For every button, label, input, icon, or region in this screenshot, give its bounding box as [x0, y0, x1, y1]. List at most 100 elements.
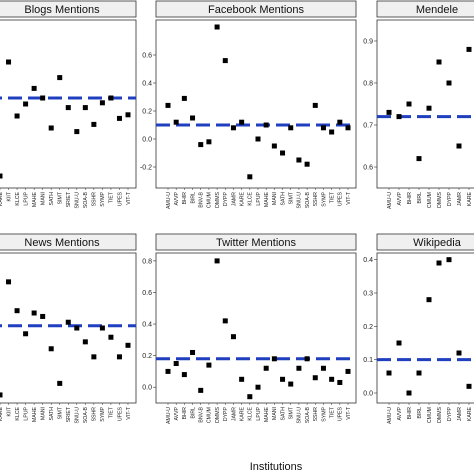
- strip-header: [155, 0, 357, 18]
- x-tick-label: SYMP: [321, 406, 327, 421]
- x-tick-label: BIRL: [190, 407, 196, 419]
- x-axis-label: Institutions: [250, 461, 303, 473]
- x-tick-label: DMMS: [215, 406, 221, 422]
- x-tick-label: MAHE: [264, 191, 270, 207]
- y-tick-label: 0.9: [363, 39, 373, 46]
- data-point-bhir: [406, 101, 412, 107]
- data-point-mani: [271, 356, 277, 362]
- data-point-sriet: [65, 105, 71, 111]
- data-point-dypp: [222, 58, 228, 64]
- x-tick-label: KARE: [467, 406, 473, 421]
- data-point-avvp: [173, 361, 179, 367]
- data-point-tiet: [329, 376, 335, 382]
- data-point-mahe: [263, 122, 269, 128]
- x-tick-label: BHIR: [182, 407, 188, 420]
- plot-frame: [376, 19, 474, 189]
- x-tick-label: KARE: [239, 406, 245, 421]
- x-tick-label: MAHE: [32, 191, 38, 207]
- data-point-dypp: [446, 257, 452, 263]
- x-tick-label: LPUP: [256, 406, 262, 420]
- x-tick-label: AMU-U: [387, 192, 393, 209]
- data-point-symp: [320, 125, 326, 131]
- data-point-snu-u: [74, 325, 80, 331]
- x-tick-label: CMUM: [427, 407, 433, 423]
- x-tick-label: SYMP: [100, 191, 106, 206]
- data-point-birl: [416, 370, 422, 376]
- x-tick-label: DMMS: [215, 191, 221, 207]
- panel-title: Mendele: [416, 4, 458, 16]
- x-tick-label: TIET: [329, 191, 335, 203]
- strip-header: [0, 233, 137, 251]
- panel-title: Wikipedia: [413, 237, 462, 249]
- x-tick-label: SOA-B: [305, 191, 311, 208]
- data-point-bhir: [181, 95, 187, 101]
- x-tick-label: BHIR: [182, 192, 188, 205]
- x-tick-label: DMMS: [437, 191, 443, 207]
- data-point-klce: [14, 113, 20, 119]
- y-tick-label: 0.0: [363, 391, 373, 398]
- data-point-upes: [337, 379, 343, 385]
- x-tick-label: TIET: [109, 191, 115, 203]
- strip-header: [155, 233, 357, 251]
- x-tick-label: SOA-B: [83, 191, 89, 208]
- data-point-klce: [247, 174, 253, 180]
- x-tick-label: JAMR: [231, 407, 237, 421]
- x-tick-label: SNU-U: [297, 407, 303, 424]
- x-tick-label: DMMS: [437, 406, 443, 422]
- x-tick-label: BHIR: [407, 407, 413, 420]
- y-tick-label: 0.4: [142, 322, 152, 329]
- panel-blogs-mentions: Blogs Mentions KARE KIIT KLCE LPUP MAHE MANI SA…: [0, 0, 137, 209]
- data-point-cmum: [206, 139, 212, 145]
- data-point-sshr: [312, 375, 318, 381]
- x-tick-label: BIRL: [417, 192, 423, 204]
- plot-frame: [0, 19, 137, 189]
- plot-frame: [155, 19, 357, 189]
- data-point-dypp: [446, 80, 452, 86]
- data-point-dmms: [214, 24, 220, 30]
- x-tick-label: SNU-U: [75, 192, 81, 209]
- x-tick-label: BIRL: [190, 192, 196, 204]
- data-point-mahe: [263, 365, 269, 371]
- data-point-vit-t: [125, 112, 131, 118]
- y-tick-label: 0.6: [363, 165, 373, 172]
- data-point-jamr: [456, 350, 462, 356]
- data-point-soa-b: [82, 105, 88, 111]
- x-tick-label: JAMR: [457, 407, 463, 421]
- data-point-lpup: [23, 101, 29, 107]
- data-point-kare: [239, 376, 245, 382]
- x-tick-label: UPES: [338, 191, 344, 206]
- data-point-mani: [40, 95, 46, 101]
- x-tick-label: MAHE: [32, 406, 38, 422]
- x-tick-label: AMU-U: [387, 407, 393, 424]
- data-point-symp: [99, 325, 105, 331]
- data-point-symp: [99, 100, 105, 106]
- data-point-kare: [0, 392, 3, 398]
- x-tick-label: MANI: [40, 407, 46, 420]
- data-point-mani: [40, 313, 46, 319]
- y-tick-label: 0.0: [142, 137, 152, 144]
- x-tick-label: AVVP: [174, 191, 180, 205]
- x-tick-label: DYPP: [223, 191, 229, 206]
- panel-title: News Mentions: [24, 237, 100, 249]
- data-point-birl: [190, 115, 196, 121]
- x-tick-label: SATH: [280, 192, 286, 206]
- data-point-jamr: [456, 143, 462, 149]
- x-tick-label: SATH: [49, 407, 55, 421]
- x-tick-label: AVVP: [174, 406, 180, 420]
- x-tick-label: AMU-U: [166, 192, 172, 209]
- panel-mendele: Mendele 0.9 0.8 0.7 0.6 AMU-U AVVP BHIR BIRL CMUM…: [363, 0, 474, 209]
- y-tick-label: 0.3: [363, 291, 373, 298]
- data-point-upes: [116, 354, 122, 360]
- y-tick-label: 0.0: [142, 385, 152, 392]
- data-point-sath: [48, 125, 54, 131]
- x-tick-label: KARE: [239, 191, 245, 206]
- x-tick-label: BHIR: [407, 192, 413, 205]
- x-tick-label: SRIET: [66, 406, 72, 422]
- x-tick-label: SSHR: [313, 407, 319, 422]
- x-tick-label: LPUP: [256, 191, 262, 205]
- data-point-lpup: [255, 384, 261, 390]
- panel-facebook-mentions: Facebook Mentions 0.6 0.4 0.2 0.0 -0.2 AMU-U AV…: [140, 0, 357, 209]
- data-point-cmum: [426, 297, 432, 303]
- data-point-cmum: [206, 362, 212, 368]
